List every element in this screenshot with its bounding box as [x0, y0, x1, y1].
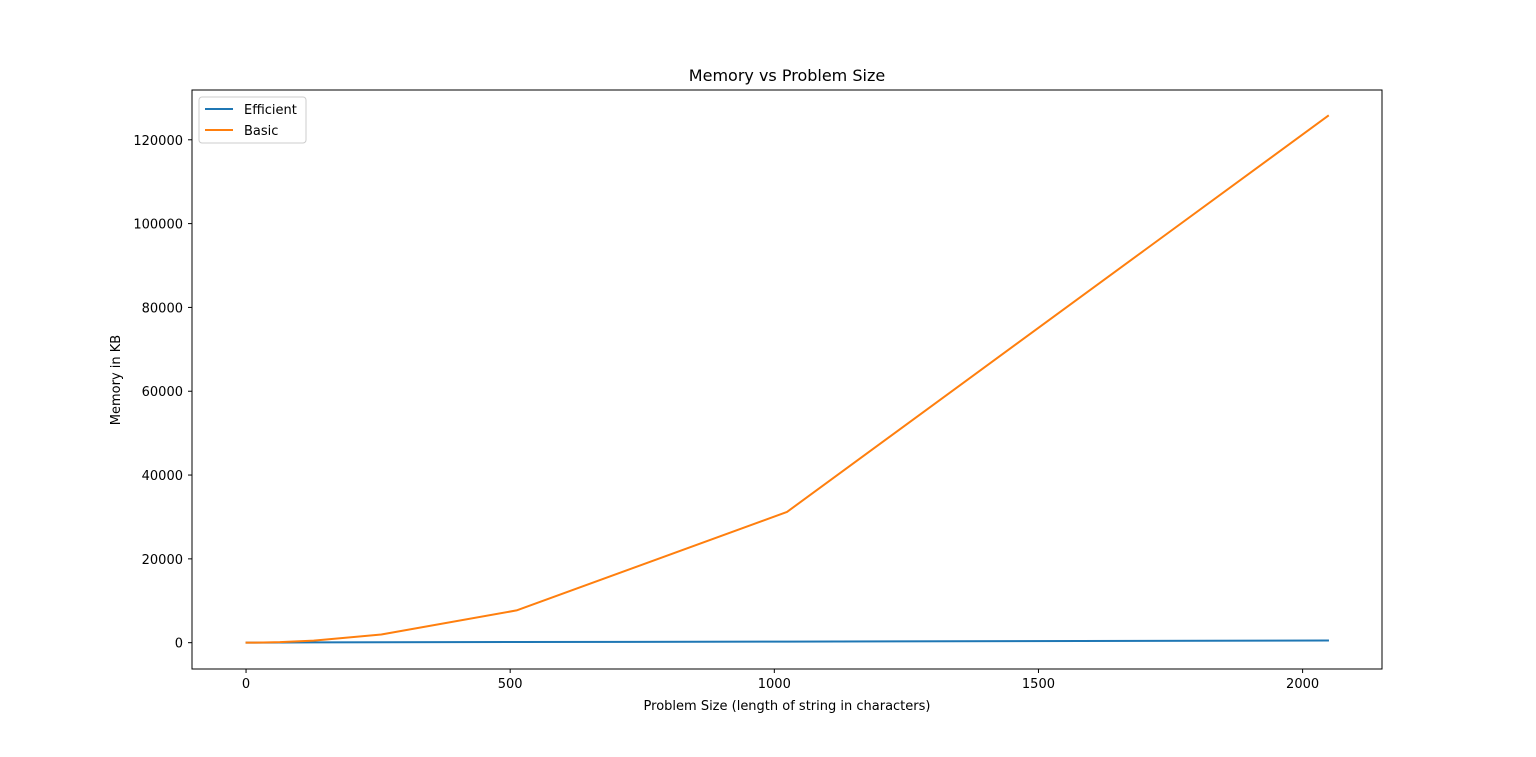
- y-axis-ticks: 0 20000 40000 60000 80000 100000 120000: [133, 134, 192, 652]
- plot-area-frame: [191, 89, 1383, 670]
- y-tick-label: 60000: [142, 385, 183, 400]
- y-axis-label: Memory in KB: [109, 335, 124, 425]
- y-tick-label: 0: [175, 637, 183, 652]
- y-tick-label: 40000: [142, 469, 183, 484]
- x-tick-label: 1500: [1022, 677, 1055, 692]
- x-axis-ticks: 0 500 1000 1500 2000: [242, 669, 1319, 692]
- legend: Efficient Basic: [198, 96, 307, 144]
- x-axis-label: Problem Size (length of string in charac…: [644, 699, 931, 714]
- x-tick-label: 0: [242, 677, 250, 692]
- y-tick-label: 120000: [133, 134, 183, 149]
- y-tick-label: 100000: [133, 218, 183, 233]
- y-tick-label: 20000: [142, 553, 183, 568]
- x-tick-label: 500: [498, 677, 523, 692]
- legend-label-basic: Basic: [244, 124, 278, 139]
- x-tick-label: 1000: [758, 677, 791, 692]
- y-tick-label: 80000: [142, 301, 183, 316]
- chart-title: Memory vs Problem Size: [689, 66, 885, 85]
- legend-label-efficient: Efficient: [244, 103, 297, 118]
- x-tick-label: 2000: [1286, 677, 1319, 692]
- series-lines: [245, 114, 1330, 644]
- series-line-basic: [245, 114, 1330, 644]
